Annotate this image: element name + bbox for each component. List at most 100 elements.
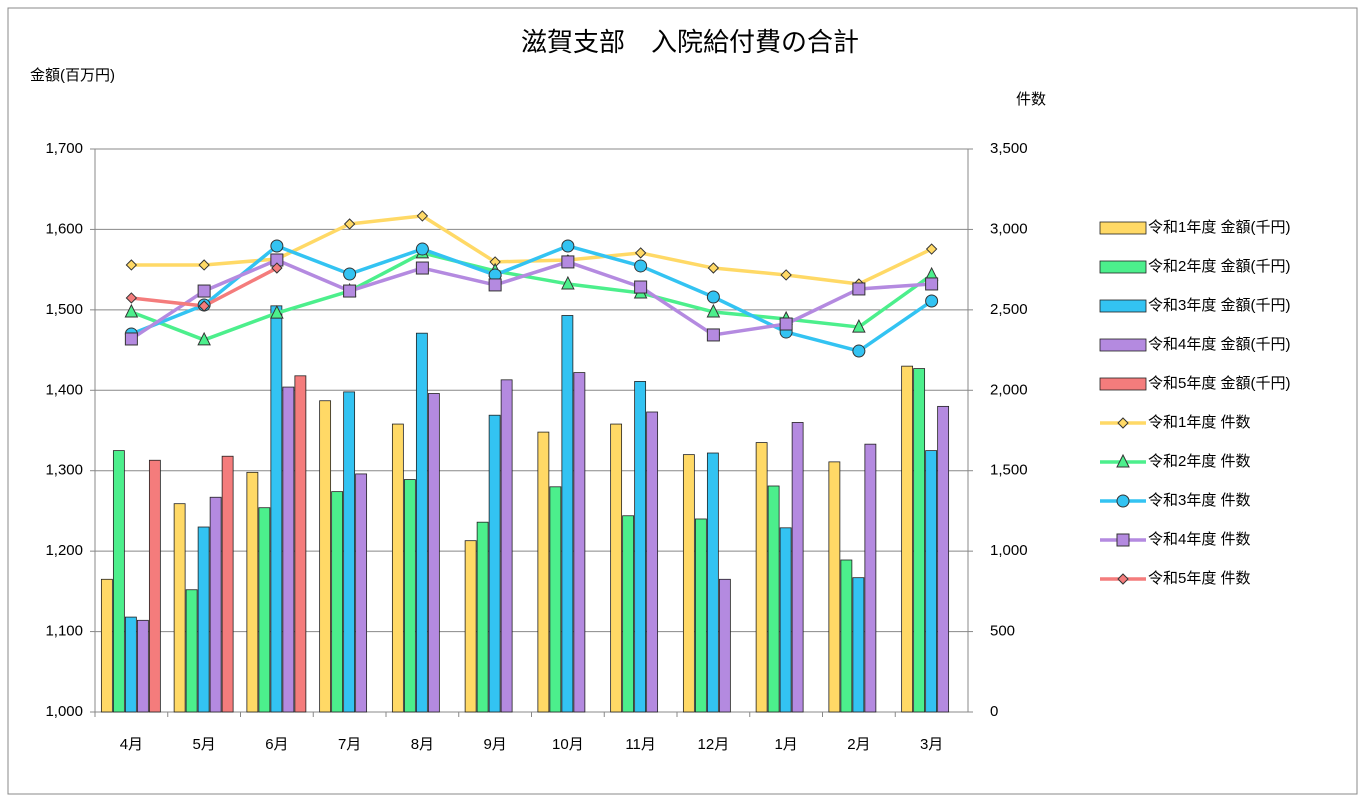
line-marker xyxy=(1117,417,1129,429)
legend-label: 令和4年度 件数 xyxy=(1148,531,1251,548)
bar xyxy=(270,305,283,713)
line-marker xyxy=(343,267,357,281)
line-marker xyxy=(271,262,283,274)
y2-tick-label: 2,500 xyxy=(990,301,1028,318)
bar xyxy=(464,540,477,713)
bar xyxy=(682,454,695,713)
line-marker xyxy=(634,247,647,259)
bar xyxy=(779,527,792,713)
bar xyxy=(852,577,865,713)
bar xyxy=(925,450,938,713)
legend-swatch xyxy=(1099,377,1147,391)
y2-axis-title: 件数 xyxy=(1016,91,1046,108)
bar xyxy=(610,423,623,713)
y-tick-label: 1,600 xyxy=(45,220,83,237)
x-tick-label: 2月 xyxy=(847,736,870,753)
y-tick-label: 1,500 xyxy=(45,301,83,318)
bar xyxy=(488,414,501,713)
x-tick-label: 5月 xyxy=(192,736,215,753)
line xyxy=(130,258,932,341)
line-marker xyxy=(561,255,575,269)
legend-swatch xyxy=(1099,221,1147,235)
line xyxy=(130,251,933,342)
bar xyxy=(100,578,113,713)
legend-label: 令和2年度 件数 xyxy=(1148,453,1251,470)
line-marker xyxy=(488,278,502,292)
line-marker xyxy=(707,262,720,274)
bar xyxy=(197,526,210,713)
line-marker xyxy=(198,259,210,271)
x-tick-label: 12月 xyxy=(698,736,730,753)
line-marker xyxy=(1117,573,1129,585)
legend-swatch xyxy=(1099,260,1147,274)
bar xyxy=(476,521,489,713)
line-marker xyxy=(125,259,138,271)
line-marker xyxy=(197,331,211,346)
bar xyxy=(258,507,271,713)
line-marker xyxy=(779,317,793,331)
x-tick-label: 11月 xyxy=(625,736,656,753)
bar xyxy=(173,503,186,713)
line-marker xyxy=(852,318,866,333)
bar xyxy=(864,443,877,713)
bar xyxy=(913,368,926,713)
bar xyxy=(537,431,550,713)
y2-tick-label: 3,000 xyxy=(990,220,1028,237)
x-tick-label: 3月 xyxy=(920,736,943,753)
bar xyxy=(331,491,344,713)
line-marker xyxy=(270,304,284,319)
x-tick-label: 10月 xyxy=(552,736,584,753)
y-axis-title: 金額(百万円) xyxy=(30,67,115,84)
bar xyxy=(791,422,804,713)
legend-label: 令和2年度 金額(千円) xyxy=(1148,258,1291,275)
bar xyxy=(840,559,853,713)
bar xyxy=(549,486,562,713)
y2-tick-label: 1,000 xyxy=(990,542,1028,559)
line-marker xyxy=(780,269,792,281)
line-marker xyxy=(124,303,139,318)
bar xyxy=(634,381,647,713)
line-marker xyxy=(1116,453,1130,468)
legend-label: 令和3年度 金額(千円) xyxy=(1148,297,1291,314)
line-marker xyxy=(270,239,284,253)
x-tick-label: 9月 xyxy=(483,736,506,753)
bar xyxy=(573,372,586,713)
bar xyxy=(185,589,198,713)
y-tick-label: 1,100 xyxy=(45,623,83,640)
legend-label: 令和4年度 金額(千円) xyxy=(1148,336,1291,353)
bar xyxy=(755,442,768,713)
y2-tick-label: 3,500 xyxy=(990,140,1028,157)
x-tick-label: 6月 xyxy=(265,736,288,753)
bar xyxy=(112,450,125,713)
line-marker xyxy=(925,294,939,308)
bar xyxy=(136,619,149,713)
bar xyxy=(901,365,914,713)
line-marker xyxy=(125,292,138,304)
line-marker xyxy=(1116,533,1130,547)
line-marker xyxy=(852,344,866,358)
line-marker xyxy=(197,284,211,298)
bar xyxy=(500,379,513,713)
bar xyxy=(294,375,307,713)
bar xyxy=(148,459,161,713)
line-marker xyxy=(198,300,210,312)
line-marker xyxy=(416,210,429,222)
bar xyxy=(427,393,440,713)
line-marker xyxy=(415,261,429,275)
line-marker xyxy=(561,239,575,253)
line-marker xyxy=(343,218,356,230)
bar xyxy=(124,616,137,713)
line-marker xyxy=(925,243,938,255)
bar xyxy=(706,452,719,713)
x-tick-label: 7月 xyxy=(338,736,361,753)
legend-label: 令和3年度 件数 xyxy=(1148,492,1251,509)
y-tick-label: 1,200 xyxy=(45,542,83,559)
bar xyxy=(828,461,841,713)
bar xyxy=(646,411,659,713)
legend-label: 令和1年度 件数 xyxy=(1148,414,1251,431)
legend-swatch xyxy=(1099,299,1147,313)
x-tick-label: 1月 xyxy=(774,736,797,753)
bar xyxy=(403,479,416,713)
bar xyxy=(282,386,295,713)
